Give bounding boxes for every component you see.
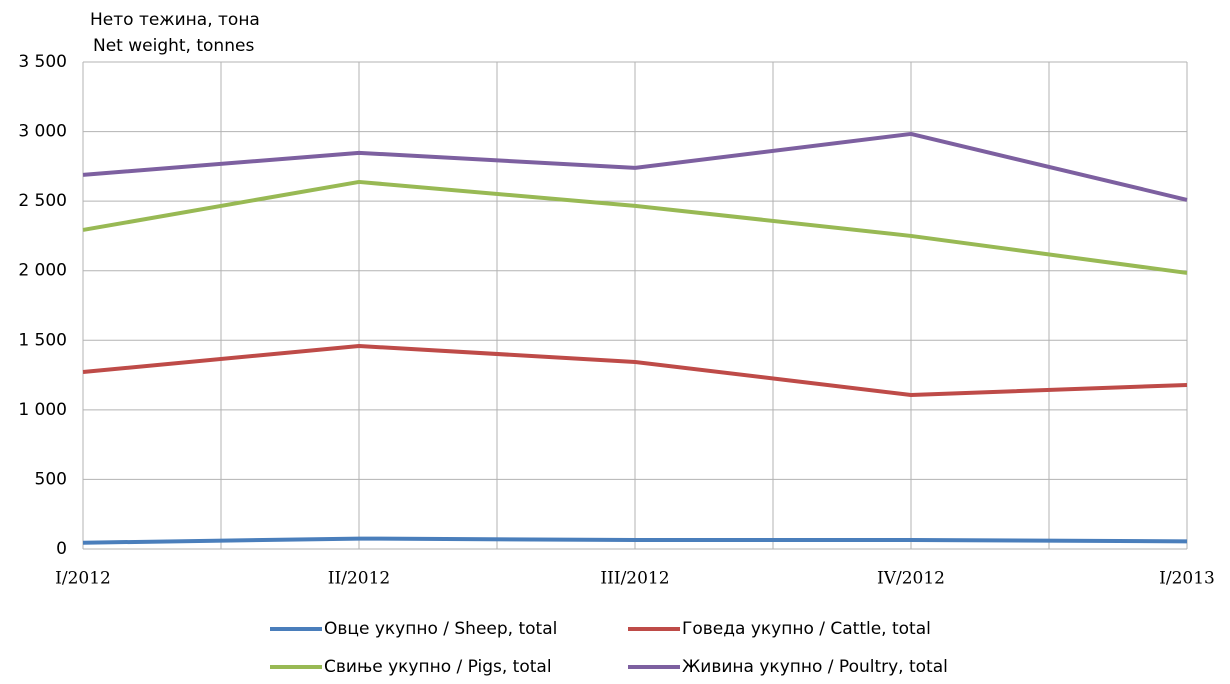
- y-tick-label: 3 500: [18, 52, 67, 72]
- legend-label: Овце укупно / Sheep, total: [324, 619, 557, 639]
- x-tick-label: II/2012: [328, 569, 390, 589]
- y-tick-label: 1 000: [18, 400, 67, 420]
- x-tick-label: IV/2012: [877, 569, 945, 589]
- line-series: [82, 131, 1188, 202]
- y-axis-label: Нето тежина, тона: [90, 10, 260, 30]
- line-series: [82, 343, 1188, 397]
- y-tick-label: 2 500: [18, 191, 67, 211]
- legend-label: Живина укупно / Poultry, total: [682, 657, 948, 677]
- line-series: [82, 179, 1188, 275]
- legend-label: Свиње укупно / Pigs, total: [324, 657, 552, 677]
- y-tick-label: 3 000: [18, 122, 67, 142]
- y-tick-label: 500: [35, 469, 67, 489]
- x-tick-label: I/2012: [55, 569, 111, 589]
- x-tick-label: III/2012: [600, 569, 669, 589]
- x-tick-label: I/2013: [1159, 569, 1215, 589]
- y-tick-label: 2 000: [18, 261, 67, 281]
- y-tick-label: 1 500: [18, 330, 67, 350]
- y-axis-label: Net weight, tonnes: [93, 36, 254, 56]
- legend-label: Говеда укупно / Cattle, total: [682, 619, 931, 639]
- y-tick-label: 0: [56, 539, 67, 559]
- line-series: [82, 536, 1188, 545]
